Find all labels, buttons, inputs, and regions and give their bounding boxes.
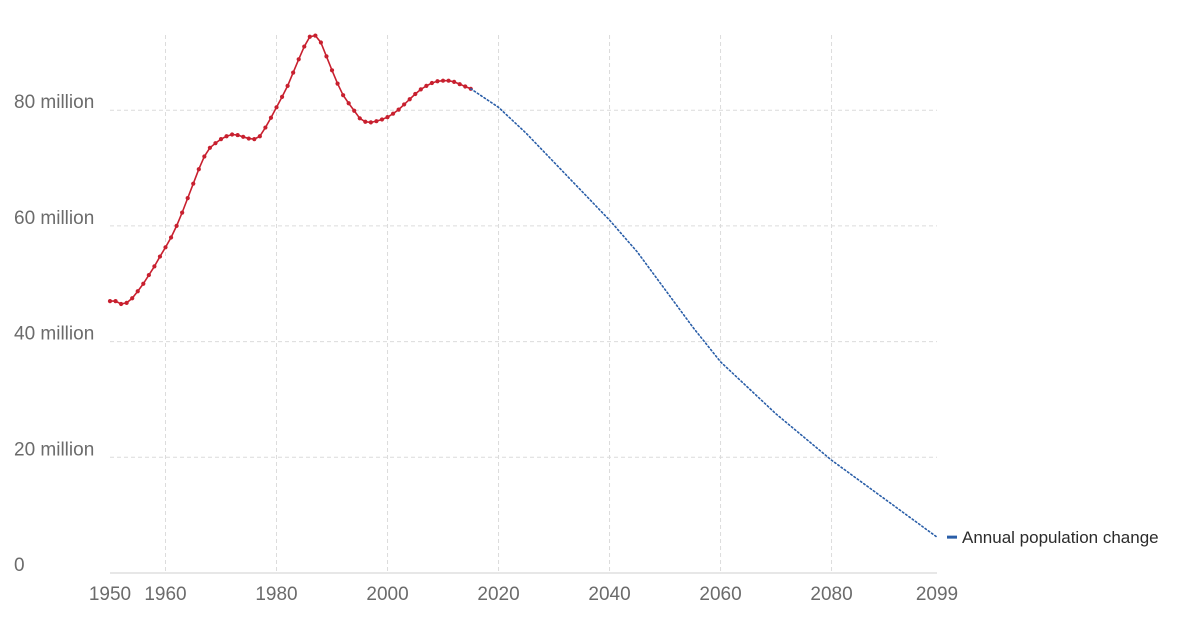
- data-point: [224, 134, 229, 139]
- y-tick-label: 40 million: [14, 324, 94, 345]
- data-point: [307, 34, 312, 39]
- data-point: [418, 87, 423, 92]
- data-point: [429, 80, 435, 86]
- data-point: [146, 272, 151, 278]
- data-point: [374, 119, 379, 124]
- data-point: [452, 79, 457, 84]
- data-point: [274, 105, 279, 110]
- x-tick-label: 1980: [255, 584, 297, 605]
- legend: Annual population change: [947, 528, 1159, 547]
- data-point: [174, 223, 179, 229]
- data-point: [180, 210, 185, 215]
- data-point: [185, 196, 190, 201]
- data-point: [252, 137, 257, 142]
- legend-swatch: [947, 535, 957, 539]
- data-point: [279, 94, 285, 99]
- data-point: [230, 132, 235, 137]
- data-point: [196, 167, 201, 172]
- data-point: [257, 134, 262, 139]
- x-tick-label: 2099: [916, 584, 958, 605]
- data-point: [368, 120, 373, 125]
- data-point: [157, 254, 163, 259]
- legend-label: Annual population change: [962, 528, 1159, 547]
- data-point: [141, 281, 146, 286]
- data-point: [152, 264, 157, 269]
- data-point: [296, 57, 301, 62]
- data-point: [213, 141, 218, 146]
- data-point: [135, 289, 140, 294]
- data-point: [291, 70, 296, 75]
- data-point: [329, 68, 335, 73]
- data-point: [124, 300, 129, 305]
- data-point: [346, 101, 351, 106]
- data-point: [107, 299, 113, 304]
- data-point: [302, 44, 307, 49]
- y-tick-label: 20 million: [14, 439, 94, 460]
- data-point: [207, 145, 213, 150]
- data-point: [163, 245, 168, 250]
- data-point: [241, 134, 246, 139]
- series-layer: [107, 33, 938, 538]
- x-tick-label: 1960: [144, 584, 186, 605]
- data-point: [435, 79, 440, 84]
- data-point: [263, 125, 268, 130]
- data-point: [457, 82, 462, 87]
- x-tick-label: 2060: [699, 584, 741, 605]
- data-point: [379, 117, 385, 122]
- data-point: [335, 81, 340, 86]
- data-point: [463, 84, 468, 89]
- data-point: [363, 119, 368, 124]
- data-point: [341, 93, 346, 98]
- data-point: [119, 301, 124, 307]
- data-point: [390, 111, 396, 116]
- data-point: [313, 33, 318, 38]
- projection-series-line: [469, 88, 938, 538]
- data-point: [407, 97, 412, 102]
- data-point: [402, 102, 407, 107]
- historical-series-line: [109, 34, 472, 305]
- data-point: [191, 181, 196, 186]
- x-tick-label: 2020: [477, 584, 519, 605]
- y-tick-label: 80 million: [14, 92, 94, 113]
- y-tick-label: 0: [14, 555, 25, 576]
- data-point: [235, 132, 240, 138]
- data-point: [324, 54, 329, 59]
- x-tick-label: 1950: [89, 584, 131, 605]
- x-tick-label: 2080: [810, 584, 852, 605]
- data-point: [440, 78, 446, 83]
- data-point: [246, 136, 251, 141]
- data-point: [357, 116, 362, 121]
- data-point: [130, 296, 135, 301]
- data-point: [113, 299, 118, 304]
- data-point: [352, 108, 357, 113]
- data-point: [318, 40, 324, 45]
- data-point: [218, 137, 224, 142]
- data-point: [168, 235, 174, 240]
- data-point: [268, 115, 274, 120]
- data-point: [385, 115, 390, 120]
- data-point: [446, 78, 451, 83]
- data-point: [285, 83, 290, 89]
- data-point: [413, 91, 418, 97]
- x-tick-label: 2000: [366, 584, 408, 605]
- data-point: [396, 107, 401, 112]
- data-point: [424, 83, 429, 89]
- x-tick-label: 2040: [588, 584, 630, 605]
- y-tick-label: 60 million: [14, 208, 94, 229]
- axis-labels: 0 20 million 40 million 60 million 80 millio…: [14, 92, 958, 605]
- grid-lines: [110, 35, 937, 574]
- data-point: [202, 154, 207, 159]
